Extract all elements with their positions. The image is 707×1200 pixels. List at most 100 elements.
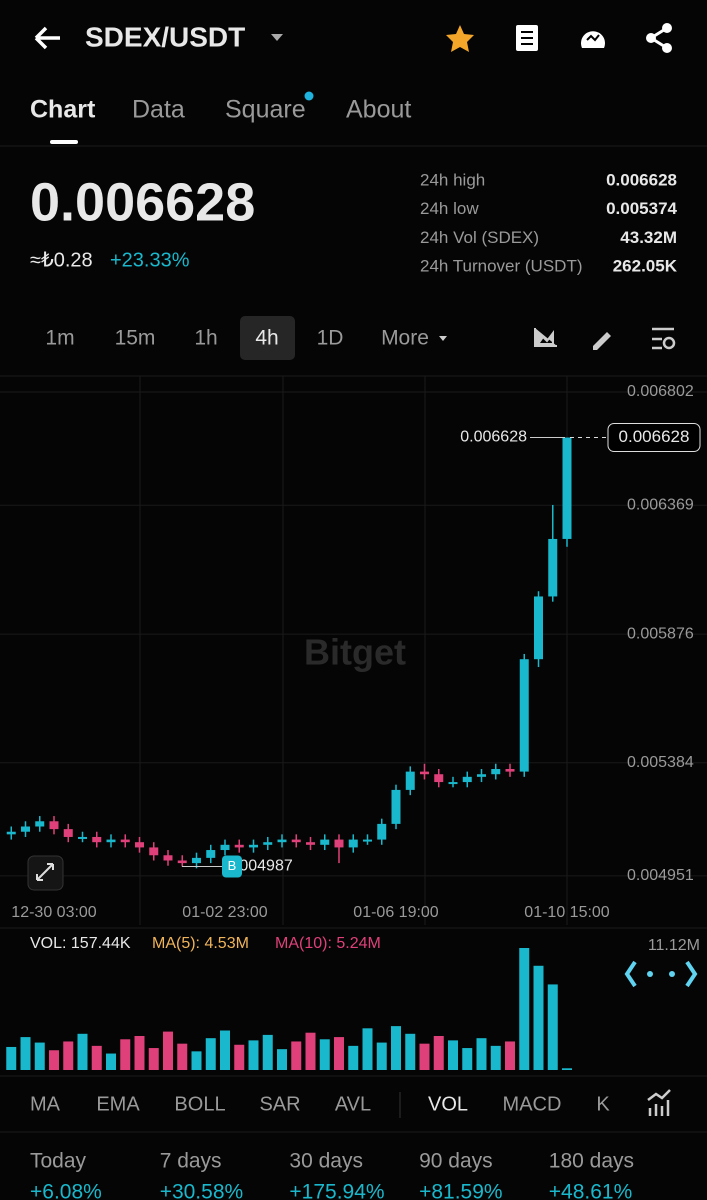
watermark: Bitget <box>304 632 406 673</box>
candle-body <box>519 659 529 772</box>
fullscreen-button[interactable] <box>27 855 64 891</box>
volume-bar <box>547 984 558 1070</box>
volume-bar <box>191 1051 202 1070</box>
stat-label: 24h high <box>420 170 485 189</box>
favorite-star[interactable] <box>446 25 474 52</box>
candle-body <box>220 844 230 851</box>
chart-type-icon[interactable] <box>534 328 557 347</box>
tab[interactable]: About <box>346 96 411 124</box>
indicator-tab[interactable]: K <box>596 1093 610 1115</box>
candle-body <box>63 829 73 837</box>
buy-badge <box>222 855 242 878</box>
y-tick-label: 0.005384 <box>627 754 694 771</box>
share-icon[interactable] <box>646 23 672 53</box>
candle-body <box>420 771 429 775</box>
candle-body <box>391 789 401 824</box>
y-tick-label: 0.005876 <box>627 625 694 642</box>
candle-body <box>562 437 572 539</box>
stat-value: 0.006628 <box>606 170 677 189</box>
timeframe[interactable]: 1m <box>45 327 74 350</box>
volume-bar <box>319 1039 330 1070</box>
volume-ma10: MA(10): 5.24M <box>275 935 381 952</box>
nav-arrows[interactable] <box>624 960 698 988</box>
candle-body <box>106 839 116 843</box>
y-tick-label: 0.004951 <box>627 867 694 884</box>
candle-body <box>35 821 45 827</box>
timeframe[interactable]: 4h <box>255 327 278 350</box>
pair-title[interactable]: SDEX/USDT <box>85 21 245 52</box>
volume-bar <box>562 1068 572 1070</box>
volume-bar <box>433 1035 444 1070</box>
y-tick-label: 0.006802 <box>627 383 694 400</box>
volume-bar <box>419 1043 430 1070</box>
volume-bar <box>277 1049 287 1070</box>
indicator-tab[interactable]: VOL <box>428 1093 468 1115</box>
candle-body <box>334 839 344 848</box>
x-tick-label: 01-02 23:00 <box>182 904 268 921</box>
timeframe[interactable]: 15m <box>115 327 156 350</box>
candle-body <box>6 831 16 835</box>
pair-dropdown[interactable] <box>271 34 283 41</box>
volume-bar <box>305 1032 316 1070</box>
candle-body <box>477 774 486 777</box>
volume-bar <box>163 1031 173 1070</box>
candle-body <box>462 776 472 783</box>
back-button[interactable] <box>34 26 60 50</box>
candle-body <box>277 839 287 843</box>
volume-bar <box>490 1045 501 1070</box>
candle-body <box>448 782 458 785</box>
volume-bar <box>505 1041 515 1070</box>
candle-body <box>135 842 144 848</box>
volume-bar <box>376 1042 387 1070</box>
volume-bar <box>148 1048 159 1070</box>
indicator-tab[interactable]: MA <box>30 1093 61 1115</box>
volume-bar <box>20 1037 31 1070</box>
notes-lines <box>521 31 533 45</box>
timeframe[interactable]: 1h <box>194 327 217 350</box>
candle-body <box>49 821 59 830</box>
indicator-tab[interactable]: SAR <box>259 1093 300 1115</box>
volume-bar <box>134 1035 145 1070</box>
candle-body <box>434 774 444 783</box>
tab[interactable]: Chart <box>30 96 96 124</box>
candle-body <box>206 850 216 858</box>
performance-value: +30.58% <box>160 1181 244 1200</box>
volume-bar <box>248 1040 259 1070</box>
candle-body <box>21 826 30 832</box>
candle-body <box>177 860 187 864</box>
volume-bar <box>476 1038 487 1070</box>
stat-value: 43.32M <box>620 228 677 247</box>
candle-body <box>149 847 159 856</box>
indicator-tab[interactable]: EMA <box>96 1093 140 1115</box>
volume-bar <box>348 1045 359 1070</box>
volume-bar <box>234 1044 245 1070</box>
timeframe-selected <box>240 316 295 360</box>
stat-value: 262.05K <box>613 257 678 276</box>
volume-tick-label: 11.12M <box>648 937 700 954</box>
volume-bar <box>91 1045 102 1070</box>
nav-dot <box>647 971 653 977</box>
indicator-tab[interactable]: BOLL <box>174 1093 225 1115</box>
indicator-settings[interactable] <box>647 1089 671 1116</box>
candle-body <box>92 836 102 843</box>
settings-icon[interactable] <box>652 327 674 350</box>
indicator-tab[interactable]: AVL <box>335 1093 371 1115</box>
x-tick-label: 12-30 03:00 <box>11 904 97 921</box>
volume-bar <box>6 1046 17 1070</box>
candle-body <box>505 768 515 772</box>
tab[interactable]: Square <box>225 96 306 124</box>
y-tick-label: 0.006369 <box>627 496 694 513</box>
x-tick-label: 01-10 15:00 <box>524 904 610 921</box>
fiat-price: ≈₺0.28 <box>30 249 93 271</box>
timeframe[interactable]: More <box>381 327 429 350</box>
indicator-tab[interactable]: MACD <box>503 1093 562 1115</box>
tab[interactable]: Data <box>132 96 185 124</box>
more-arrow[interactable] <box>439 336 447 341</box>
draw-icon[interactable] <box>593 332 611 350</box>
buy-badge-label: B <box>228 858 237 873</box>
timeframe[interactable]: 1D <box>317 327 344 350</box>
candle-body <box>163 855 173 861</box>
